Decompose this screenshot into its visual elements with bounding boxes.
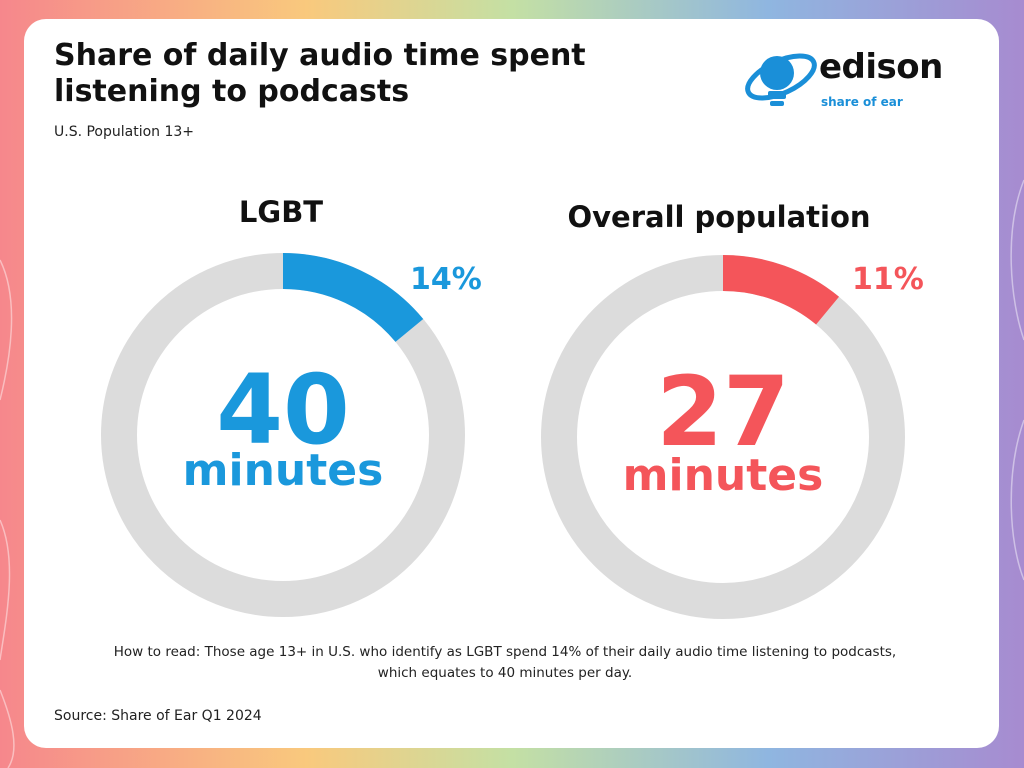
lightbulb-logo-icon (745, 53, 817, 106)
lgbt-panel-title: LGBT (238, 195, 324, 229)
edison-logo: edison share of ear (735, 33, 945, 123)
page-subtitle: U.S. Population 13+ (54, 124, 195, 140)
overall-panel-title: Overall population (567, 200, 871, 234)
page-title: Share of daily audio time spent listenin… (54, 38, 586, 109)
source-line: Source: Share of Ear Q1 2024 (54, 708, 262, 724)
logo-wordmark: edison (819, 47, 943, 87)
how-to-read-note: How to read: Those age 13+ in U.S. who i… (113, 644, 897, 681)
logo-tagline: share of ear (821, 95, 903, 109)
